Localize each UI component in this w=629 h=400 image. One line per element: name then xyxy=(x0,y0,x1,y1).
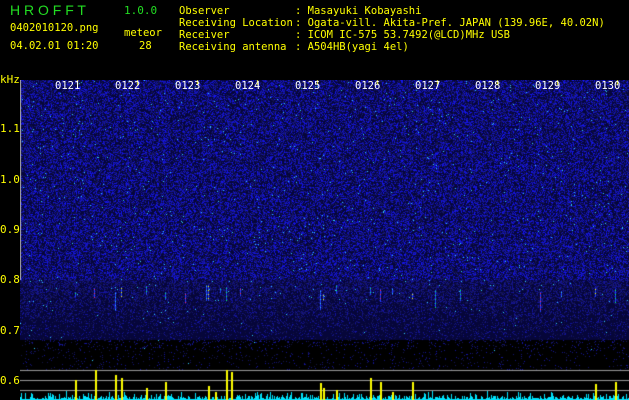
time-tick-label: 0125 xyxy=(295,80,321,92)
info-observer: Observer: Masayuki Kobayashi xyxy=(179,5,422,17)
meteor-count: 28 xyxy=(139,40,152,52)
y-tick-label: 0.7 xyxy=(0,324,20,337)
y-tick-label: 0.6 xyxy=(0,374,20,387)
file-name: 0402010120.png xyxy=(10,22,99,34)
time-tick-label: 0122 xyxy=(115,80,141,92)
time-tick-label: 0123 xyxy=(175,80,201,92)
time-tick-label: 0126 xyxy=(355,80,381,92)
info-antenna: Receiving antenna: A504HB(yagi 4el) xyxy=(179,41,409,53)
y-tick-label: 1.0 xyxy=(0,173,20,186)
time-tick-label: 0127 xyxy=(415,80,441,92)
meteor-label: meteor xyxy=(124,27,162,39)
y-axis-unit: kHz xyxy=(0,73,20,86)
time-tick-label: 0128 xyxy=(475,80,501,92)
app-title: H R O F F T xyxy=(10,2,86,18)
time-tick-label: 0124 xyxy=(235,80,261,92)
time-tick-label: 0129 xyxy=(535,80,561,92)
y-tick-label: 0.9 xyxy=(0,223,20,236)
info-location: Receiving Location: Ogata-vill. Akita-Pr… xyxy=(179,17,605,29)
y-tick-label: 1.1 xyxy=(0,122,20,135)
info-block: Observer: Masayuki Kobayashi Receiving Lo… xyxy=(179,5,605,53)
file-datetime: 04.02.01 01:20 xyxy=(10,40,99,52)
time-tick-label: 0130 xyxy=(595,80,621,92)
y-tick-label: 0.8 xyxy=(0,273,20,286)
app-version: 1.0.0 xyxy=(124,4,158,17)
spectrogram xyxy=(20,80,629,400)
info-receiver: Receiver: ICOM IC-575 53.7492(@LCD)MHz U… xyxy=(179,29,510,41)
time-tick-label: 0121 xyxy=(55,80,81,92)
